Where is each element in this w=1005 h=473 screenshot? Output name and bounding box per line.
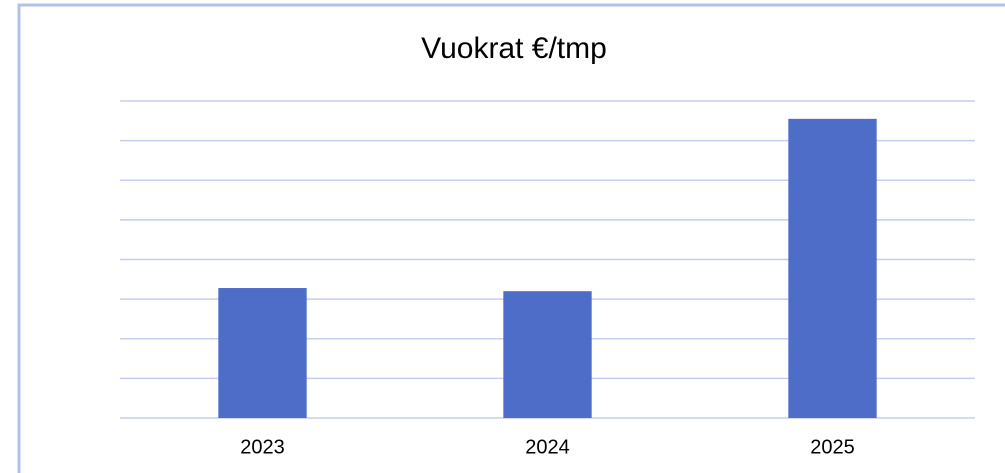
x-tick-label: 2024 bbox=[525, 436, 570, 458]
x-tick-label: 2023 bbox=[240, 436, 285, 458]
bar bbox=[503, 291, 592, 418]
bar bbox=[788, 118, 877, 419]
bar bbox=[218, 288, 307, 418]
x-tick-label: 2025 bbox=[810, 436, 855, 458]
chart-title: Vuokrat €/tmp bbox=[421, 32, 607, 65]
